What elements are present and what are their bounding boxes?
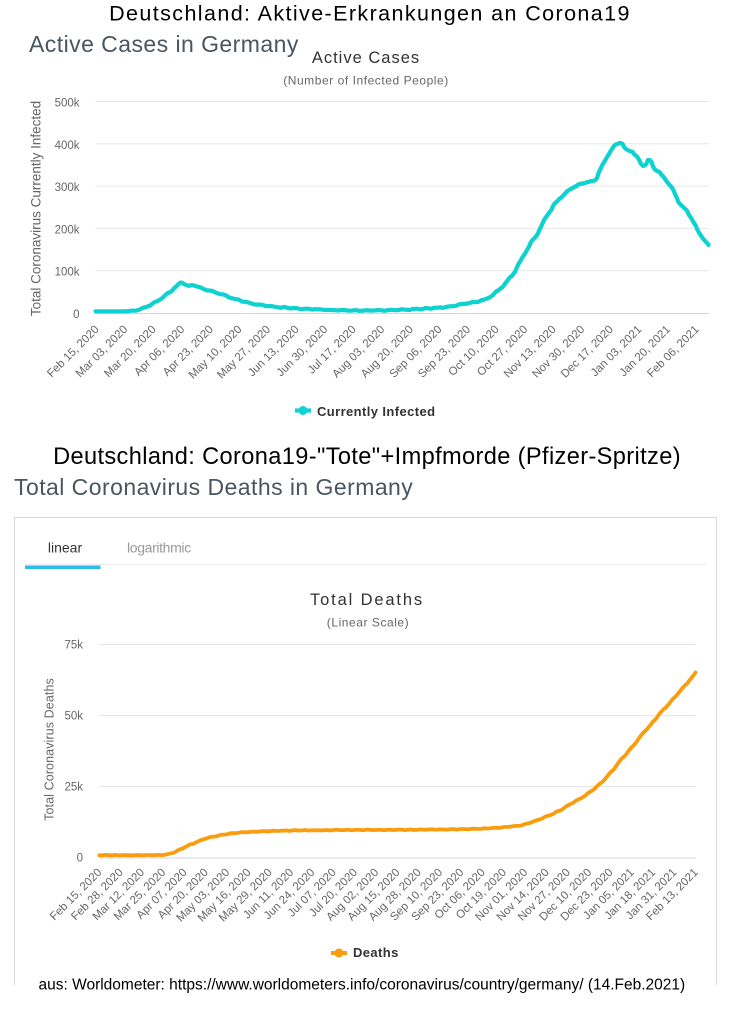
svg-text:Total Deaths: Total Deaths	[310, 591, 424, 609]
svg-text:0: 0	[73, 309, 79, 321]
svg-text:Deutschland: Corona19-"Tote"+I: Deutschland: Corona19-"Tote"+Impfmorde (…	[53, 444, 681, 470]
svg-text:Deaths: Deaths	[353, 945, 399, 960]
svg-text:50k: 50k	[64, 711, 83, 723]
svg-text:Total Coronavirus Deaths: Total Coronavirus Deaths	[43, 678, 57, 821]
svg-text:200k: 200k	[55, 224, 80, 236]
svg-text:Deutschland: Aktive-Erkrankung: Deutschland: Aktive-Erkrankungen an Coro…	[109, 2, 631, 26]
svg-text:75k: 75k	[64, 640, 83, 652]
svg-text:Total Coronavirus Deaths in Ge: Total Coronavirus Deaths in Germany	[14, 474, 413, 500]
svg-text:linear: linear	[48, 540, 83, 556]
svg-text:Currently Infected: Currently Infected	[317, 404, 435, 419]
svg-text:300k: 300k	[55, 182, 80, 194]
svg-text:100k: 100k	[55, 267, 80, 279]
svg-text:(Linear Scale): (Linear Scale)	[327, 616, 409, 630]
svg-text:25k: 25k	[64, 782, 83, 794]
svg-text:Active Cases: Active Cases	[312, 49, 420, 67]
svg-text:400k: 400k	[55, 140, 80, 152]
svg-text:500k: 500k	[55, 98, 80, 110]
svg-text:(Number of Infected People): (Number of Infected People)	[283, 74, 449, 88]
svg-text:aus: Worldometer: https://www.: aus: Worldometer: https://www.worldomete…	[39, 977, 686, 994]
svg-text:0: 0	[77, 853, 83, 865]
svg-text:Feb 06, 2021: Feb 06, 2021	[645, 324, 701, 380]
svg-text:Total Coronavirus Currently In: Total Coronavirus Currently Infected	[29, 101, 44, 316]
svg-text:Active Cases in Germany: Active Cases in Germany	[29, 31, 299, 57]
svg-text:logarithmic: logarithmic	[127, 540, 191, 556]
